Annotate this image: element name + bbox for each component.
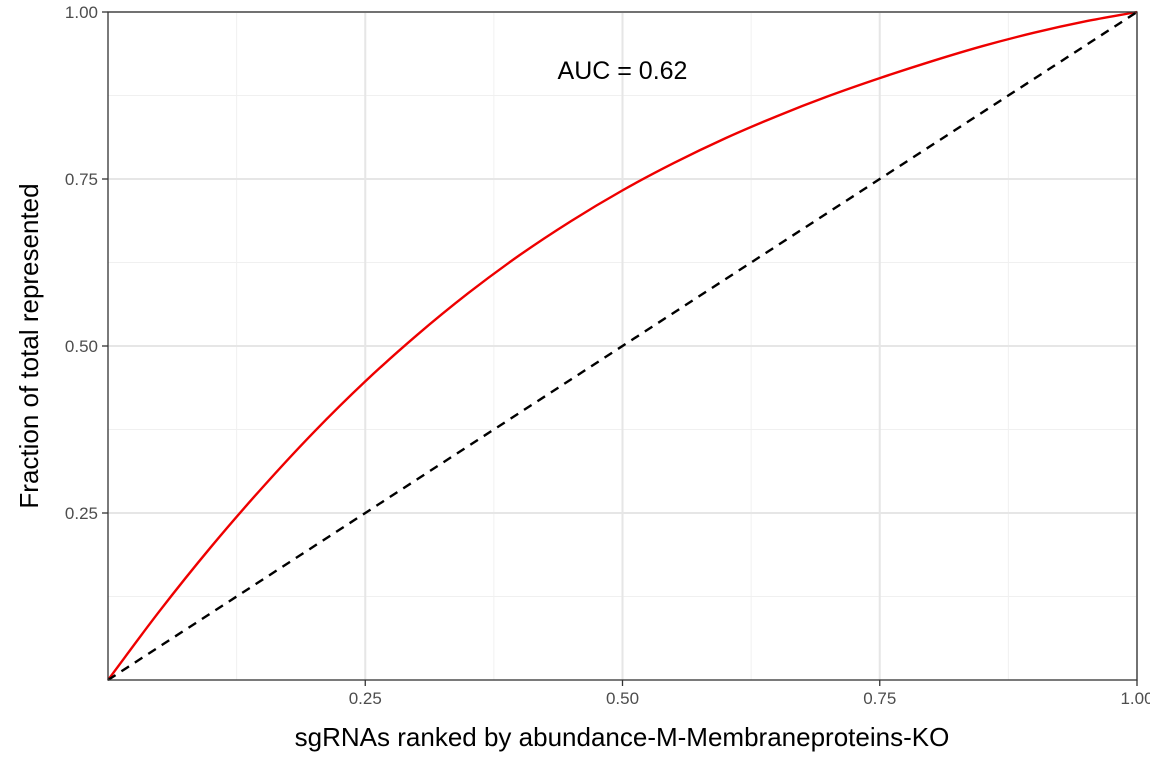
auc-curve-line: [107, 10, 1138, 681]
x-tick-label: 0.25: [349, 689, 382, 708]
x-axis-title: sgRNAs ranked by abundance-M-Membranepro…: [295, 722, 950, 752]
series-layer: [107, 10, 1138, 682]
axis-ticks: [102, 11, 1138, 686]
diagonal-reference-line: [107, 10, 1138, 682]
chart-annotation: AUC = 0.62: [558, 57, 688, 85]
y-axis-title: Fraction of total represented: [14, 183, 44, 508]
y-tick-label: 1.00: [65, 3, 98, 22]
x-tick-label: 0.75: [863, 689, 896, 708]
x-tick-label: 1.00: [1120, 689, 1150, 708]
y-tick-label: 0.75: [65, 170, 98, 189]
x-tick-label: 0.50: [606, 689, 639, 708]
y-tick-label: 0.25: [65, 504, 98, 523]
y-tick-label: 0.50: [65, 337, 98, 356]
tick-labels: 0.25 0.50 0.75 1.00 0.25 0.50 0.75 1.00: [65, 3, 1150, 708]
